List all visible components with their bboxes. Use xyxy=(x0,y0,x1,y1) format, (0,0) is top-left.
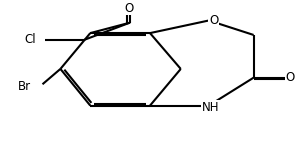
Text: O: O xyxy=(209,14,218,27)
Text: Cl: Cl xyxy=(24,33,36,46)
Text: O: O xyxy=(286,71,295,84)
Text: NH: NH xyxy=(202,100,219,114)
Text: O: O xyxy=(124,1,134,15)
Text: Br: Br xyxy=(18,80,31,93)
